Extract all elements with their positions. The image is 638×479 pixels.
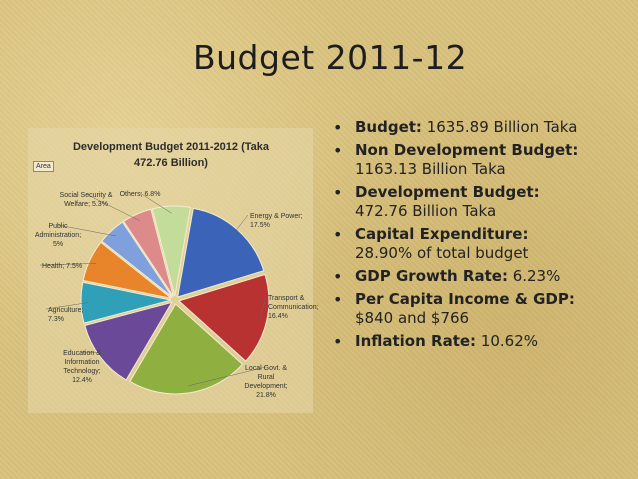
slice-leader-line: [45, 302, 89, 310]
chart-area-tag: Area: [33, 161, 54, 172]
slice-label-line: Others; 6.8%: [120, 191, 161, 198]
slice-leader-line: [232, 214, 249, 236]
pie-slice: [84, 301, 173, 381]
bullet-value: 1163.13 Billion Taka: [355, 160, 506, 178]
pie-slices: [80, 205, 270, 395]
slice-label-line: Rural: [258, 374, 275, 381]
slice-label-line: 21.8%: [256, 392, 276, 399]
slice-label-line: Health; 7.5%: [42, 263, 82, 270]
bullet-item: • Inflation Rate: 10.62%: [333, 332, 633, 351]
slice-label: Agriculture; 7.3%: [48, 307, 83, 323]
bullet-label: Budget:: [355, 118, 422, 136]
bullet-dot-icon: •: [333, 118, 343, 137]
bullet-label: GDP Growth Rate:: [355, 267, 508, 285]
slice-label: Social Security & Welfare; 5.3%: [60, 192, 113, 208]
slice-label-line: Agriculture;: [48, 307, 83, 314]
bullet-value: 28.90% of total budget: [355, 244, 529, 262]
slice-leader-line: [188, 366, 267, 387]
slice-label-line: Technology;: [63, 368, 100, 375]
slice-leader-line: [259, 296, 267, 319]
slice-label-line: Welfare; 5.3%: [64, 201, 108, 208]
slice-leader-line: [85, 193, 140, 221]
slice-label-line: Public: [48, 223, 68, 230]
bullet-dot-icon: •: [333, 183, 343, 202]
bullet-label: Per Capita Income & GDP:: [355, 290, 575, 308]
pie-slice: [82, 241, 172, 299]
bullet-item: • Budget: 1635.89 Billion Taka: [333, 118, 633, 137]
bullet-item: • Development Budget: 472.76 Billion Taka: [333, 183, 633, 221]
slice-label-line: Communication;: [268, 304, 319, 311]
bullet-item: • Non Development Budget: 1163.13 Billion …: [333, 141, 633, 179]
slice-label: Energy & Power; 17.5%: [250, 213, 303, 229]
bullet-value: 10.62%: [476, 332, 539, 350]
bullet-label: Non Development Budget:: [355, 141, 579, 159]
slice-label-line: Information: [64, 359, 99, 366]
slice-label: Others; 6.8%: [120, 191, 161, 198]
slice-label: Transport & Communication; 16.4%: [268, 295, 319, 320]
bullet-dot-icon: •: [333, 332, 343, 351]
bullet-item: • Capital Expenditure: 28.90% of total bud…: [333, 225, 633, 263]
slice-label-line: 17.5%: [250, 222, 270, 229]
bullet-label: Development Budget:: [355, 183, 540, 201]
bullet-item: • GDP Growth Rate: 6.23%: [333, 267, 633, 286]
slice-label: Public Administration; 5%: [35, 223, 81, 248]
slice-leader-line: [39, 263, 97, 266]
bullet-dot-icon: •: [333, 290, 343, 309]
slice-label-line: 16.4%: [268, 313, 288, 320]
slice-label-line: Administration;: [35, 232, 81, 239]
bullet-dot-icon: •: [333, 225, 343, 244]
slice-label-line: Energy & Power;: [250, 213, 303, 220]
chart-title-line-1: Development Budget 2011-2012 (Taka: [73, 141, 270, 153]
bullet-value: 6.23%: [507, 267, 561, 285]
slice-label-line: Local Govt. &: [245, 365, 287, 372]
pie-slice: [177, 273, 270, 362]
bullet-dot-icon: •: [333, 267, 343, 286]
slice-label: Education & Information Technology; 12.4%: [63, 350, 101, 384]
pie-slice: [129, 303, 244, 395]
slice-label: Health; 7.5%: [42, 263, 82, 270]
bullet-value: 1635.89 Billion Taka: [421, 118, 578, 136]
chart-title-line-2: 472.76 Billion): [134, 157, 208, 169]
bullet-value: $840 and $766: [355, 309, 470, 327]
budget-facts-list: • Budget: 1635.89 Billion Taka • Non Develo…: [333, 118, 633, 355]
slice-label-line: Transport &: [268, 295, 305, 302]
bullet-label: Inflation Rate:: [355, 332, 477, 350]
slice-label-line: Education &: [63, 350, 101, 357]
bullet-dot-icon: •: [333, 141, 343, 160]
slice-labels: Energy & Power; 17.5% Transport & Communica…: [35, 191, 319, 399]
bullet-value: 472.76 Billion Taka: [355, 202, 497, 220]
pie-slice: [101, 221, 173, 298]
bullet-item: • Per Capita Income & GDP: $840 and $766: [333, 290, 633, 328]
slice-leader-line: [57, 224, 117, 237]
slice-leader-line: [139, 192, 172, 214]
slice-label: Local Govt. & Rural Development; 21.8%: [244, 365, 287, 399]
pie-slice: [122, 208, 174, 297]
bullet-label: Capital Expenditure:: [355, 225, 529, 243]
slice-label-line: Social Security &: [60, 192, 113, 199]
pie-slice: [151, 205, 192, 297]
pie-slice: [80, 281, 172, 324]
slice-label-line: 7.3%: [48, 316, 64, 323]
slice-label-line: 5%: [53, 241, 63, 248]
pie-slice: [177, 207, 265, 298]
slice-label-line: Development;: [244, 383, 287, 390]
slide-title: Budget 2011-12: [193, 38, 468, 77]
slice-label-line: 12.4%: [72, 377, 92, 384]
